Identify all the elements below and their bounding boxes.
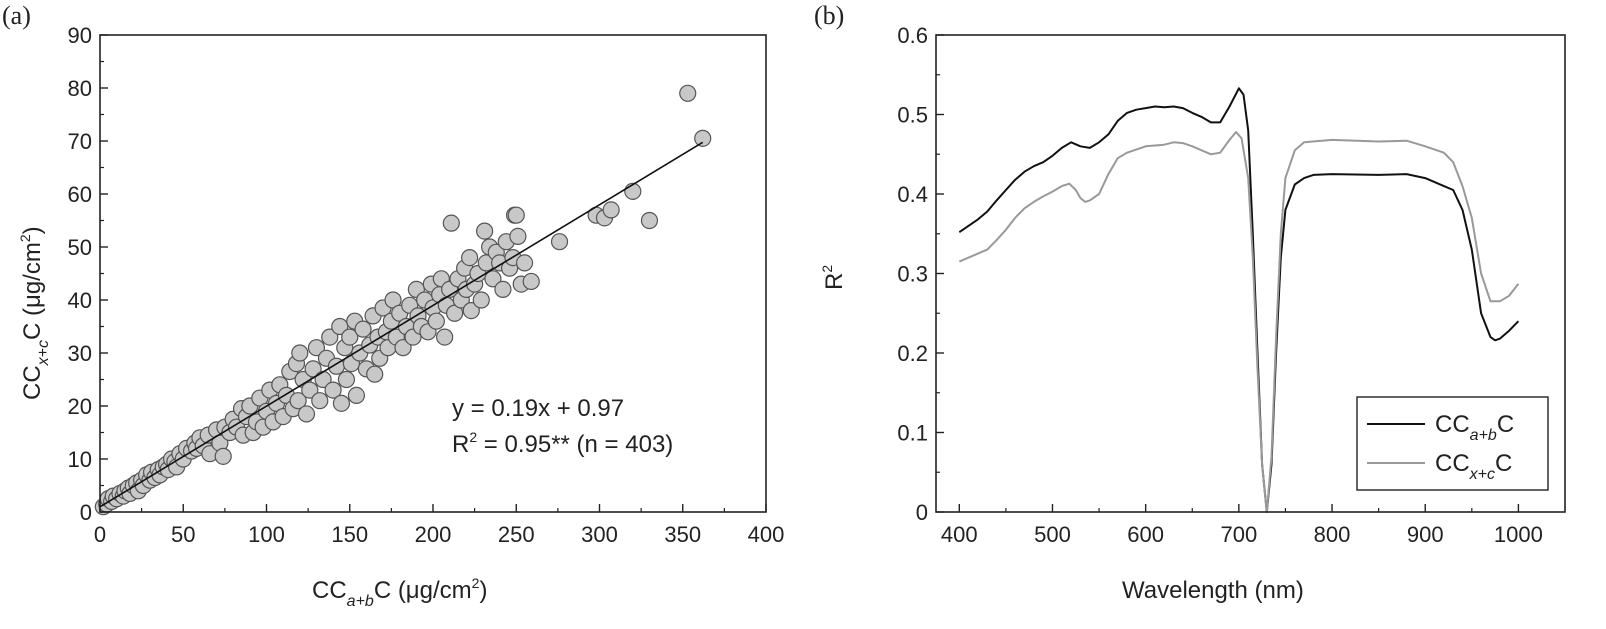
x-tick-label: 200 bbox=[415, 522, 452, 547]
y-axis-title-a: CCx+cC (μg/cm2) bbox=[17, 226, 52, 400]
x-tick-label: 400 bbox=[748, 522, 785, 547]
scatter-point bbox=[507, 206, 525, 224]
scatter-point bbox=[394, 339, 412, 357]
scatter-point bbox=[442, 214, 460, 232]
y-tick-label: 0.1 bbox=[897, 421, 928, 446]
scatter-point bbox=[366, 365, 384, 383]
x-tick-label: 900 bbox=[1407, 522, 1444, 547]
scatter-point bbox=[515, 254, 534, 272]
y-axis-title-b: R2 bbox=[819, 265, 848, 290]
y-tick-label: 0.4 bbox=[897, 182, 928, 207]
y-tick-label: 0.5 bbox=[897, 103, 928, 128]
scatter-point bbox=[694, 129, 712, 147]
x-tick-label: 50 bbox=[171, 522, 195, 547]
y-tick-label: 0.2 bbox=[897, 341, 928, 366]
scatter-point bbox=[436, 328, 454, 346]
series-line-cca-b bbox=[958, 87, 1520, 513]
scatter-point bbox=[494, 280, 512, 298]
series-line-ccx-c bbox=[958, 131, 1520, 513]
scatter-point bbox=[640, 211, 659, 230]
y-tick-label: 90 bbox=[68, 23, 92, 48]
y-tick-label: 0.3 bbox=[897, 262, 928, 287]
scatter-point bbox=[522, 272, 540, 291]
legend-box bbox=[1356, 396, 1549, 491]
x-tick-label: 100 bbox=[248, 522, 285, 547]
panel-b-label: (b) bbox=[814, 1, 844, 30]
panel-a-label: (a) bbox=[2, 1, 31, 30]
y-tick-label: 80 bbox=[68, 76, 92, 101]
x-tick-label: 400 bbox=[941, 522, 978, 547]
x-tick-label: 0 bbox=[94, 522, 106, 547]
scatter-point bbox=[550, 233, 569, 251]
y-tick-label: 60 bbox=[68, 182, 92, 207]
scatter-point bbox=[297, 405, 316, 423]
scatter-point bbox=[476, 222, 494, 240]
y-tick-label: 70 bbox=[68, 129, 92, 154]
scatter-point bbox=[289, 392, 307, 410]
scatter-point bbox=[332, 394, 351, 412]
y-ticks-b: 0 0.1 0.2 0.3 0.4 0.5 0.6 bbox=[897, 23, 944, 525]
scatter-point bbox=[472, 291, 490, 309]
scatter-point bbox=[347, 386, 366, 404]
x-tick-label: 800 bbox=[1314, 522, 1351, 547]
scatter-point bbox=[624, 182, 642, 200]
x-ticks-b: 400 500 600 700 800 900 1000 bbox=[941, 504, 1543, 547]
scatter-point bbox=[461, 249, 479, 267]
x-tick-label: 150 bbox=[331, 522, 368, 547]
legend-label-ccx-c: CCx+cC bbox=[1435, 450, 1512, 483]
scatter-point bbox=[462, 302, 480, 320]
y-tick-label: 0.6 bbox=[897, 23, 928, 48]
panel-a-scatter: (a) 0 50 100 150 200 250 300 350 400 0 10 20 30 40 50… bbox=[2, 1, 784, 610]
legend-label-cca-b: CCa+bC bbox=[1435, 411, 1514, 444]
fit-r2: R2 = 0.95** (n = 403) bbox=[452, 429, 673, 458]
y-tick-label: 20 bbox=[68, 394, 92, 419]
scatter-point bbox=[341, 328, 359, 346]
scatter-point bbox=[307, 339, 326, 357]
x-tick-label: 600 bbox=[1127, 522, 1164, 547]
scatter-point bbox=[509, 227, 527, 245]
series-lines bbox=[958, 87, 1520, 513]
x-tick-label: 1000 bbox=[1494, 522, 1543, 547]
legend: CCa+bC CCx+cC bbox=[1356, 396, 1549, 491]
fit-equation: y = 0.19x + 0.97 bbox=[452, 395, 624, 422]
x-tick-label: 700 bbox=[1220, 522, 1257, 547]
scatter-point bbox=[301, 381, 319, 399]
x-tick-label: 250 bbox=[498, 522, 535, 547]
scatter-point bbox=[324, 381, 342, 399]
y-tick-label: 50 bbox=[68, 235, 92, 260]
scatter-point bbox=[484, 270, 502, 288]
x-tick-label: 350 bbox=[664, 522, 701, 547]
y-tick-label: 10 bbox=[68, 447, 92, 472]
scatter-point bbox=[331, 317, 349, 336]
regression-line bbox=[99, 141, 704, 508]
scatter-point bbox=[214, 447, 232, 465]
x-axis-title-a: CCa+bC (μg/cm2) bbox=[312, 575, 487, 610]
scatter-point bbox=[321, 328, 339, 346]
scatter-point bbox=[679, 84, 697, 102]
scatter-point bbox=[311, 392, 329, 410]
scatter-point bbox=[427, 312, 445, 330]
scatter-point bbox=[337, 370, 356, 389]
y-tick-label: 40 bbox=[68, 288, 92, 313]
x-tick-label: 500 bbox=[1034, 522, 1071, 547]
x-ticks-a: 0 50 100 150 200 250 300 350 400 bbox=[94, 504, 784, 547]
x-axis-title-b: Wavelength (nm) bbox=[1122, 577, 1304, 604]
y-ticks-a: 0 10 20 30 40 50 60 70 80 90 bbox=[68, 23, 108, 525]
panel-b-line: (b) 400 500 600 700 800 900 1000 0 0.1 0.2 0.3 0.4… bbox=[814, 1, 1566, 604]
scatter-point bbox=[602, 201, 620, 219]
y-tick-label: 0 bbox=[916, 500, 928, 525]
scatter-point bbox=[291, 344, 309, 362]
scatter-point bbox=[354, 320, 372, 338]
scatter-point bbox=[304, 360, 322, 378]
x-tick-label: 300 bbox=[581, 522, 618, 547]
y-tick-label: 0 bbox=[80, 500, 92, 525]
y-tick-label: 30 bbox=[68, 341, 92, 366]
